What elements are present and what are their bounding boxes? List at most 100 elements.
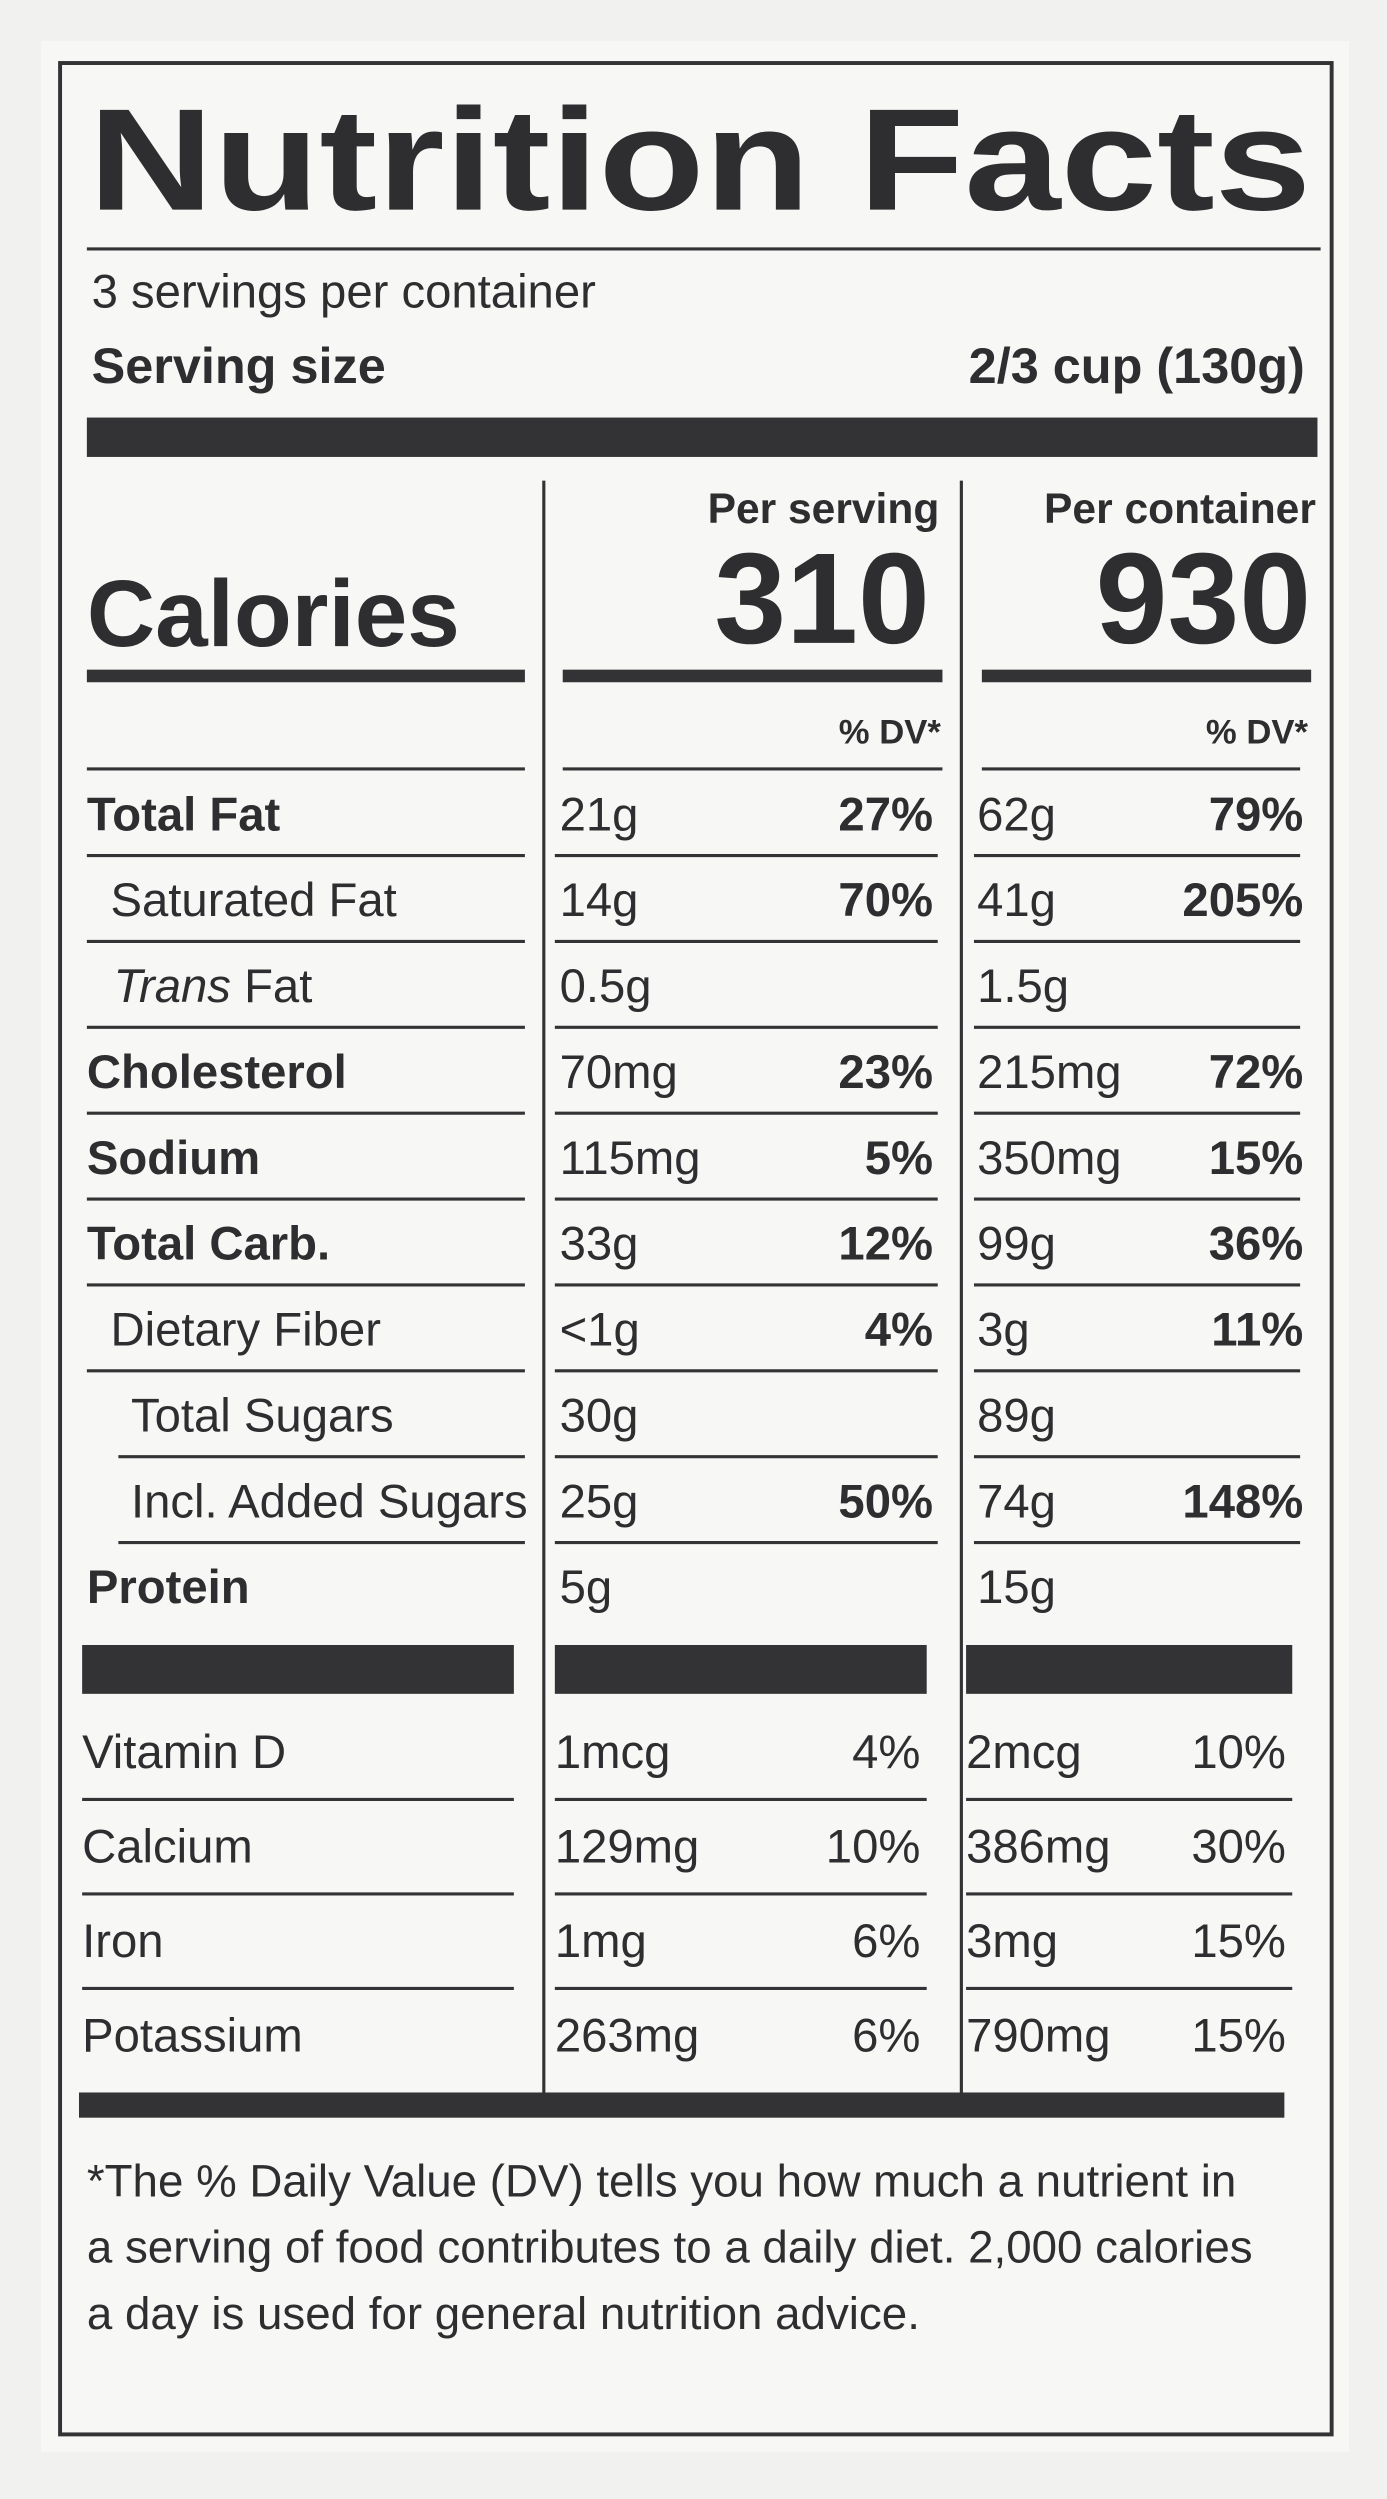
serving-dv: 70%	[838, 874, 933, 927]
serving-dv: 4%	[865, 1304, 933, 1357]
nutrient-name-text: Fat	[244, 960, 312, 1013]
thick-bar	[82, 1644, 514, 1694]
serving-dv: 6%	[852, 1915, 920, 1968]
serving-amount: 14g	[560, 874, 639, 927]
thick-bar	[86, 417, 1318, 457]
serving-size-label: Serving size	[92, 337, 386, 394]
serving-amount: 0.5g	[560, 960, 652, 1013]
serving-amount: 70mg	[560, 1046, 678, 1099]
serving-size-value: 2/3 cup (130g)	[969, 337, 1305, 394]
container-amount: 3mg	[966, 1915, 1058, 1968]
container-amount: 99g	[977, 1218, 1056, 1271]
container-amount: 790mg	[966, 2010, 1110, 2063]
container-amount: 1.5g	[977, 960, 1069, 1013]
nutrient-name: Sodium	[87, 1132, 260, 1185]
nutrient-name-text: Total Sugars	[131, 1389, 394, 1442]
medium-bar	[981, 669, 1312, 683]
nutrient-name: Protein	[87, 1561, 250, 1614]
serving-amount: <1g	[560, 1304, 640, 1357]
per-serving-label: Per serving	[708, 485, 940, 533]
serving-amount: 25g	[560, 1475, 639, 1528]
calories-label: Calories	[87, 561, 460, 667]
container-dv: 148%	[1182, 1475, 1303, 1528]
nutrient-name: Total Carb.	[87, 1218, 330, 1271]
serving-amount: 5g	[560, 1561, 613, 1614]
container-amount: 15g	[977, 1561, 1056, 1614]
container-amount: 215mg	[977, 1046, 1121, 1099]
serving-dv: 23%	[838, 1046, 933, 1099]
serving-dv: 5%	[865, 1132, 933, 1185]
serving-dv: 10%	[826, 1820, 921, 1873]
serving-dv: 4%	[852, 1726, 920, 1779]
serving-amount: 30g	[560, 1389, 639, 1442]
nutrient-name-italic: Trans	[114, 960, 231, 1013]
nutrient-name-text: Total Carb.	[87, 1218, 330, 1271]
thick-bar	[554, 1644, 927, 1694]
container-dv: 30%	[1191, 1820, 1286, 1873]
container-amount: 41g	[977, 874, 1056, 927]
medium-bar	[86, 669, 525, 683]
container-dv: 79%	[1209, 788, 1304, 841]
nutrient-name: Cholesterol	[87, 1046, 347, 1099]
title: Nutrition Facts	[88, 79, 1311, 241]
serving-dv: 6%	[852, 2010, 920, 2063]
serving-dv: 12%	[838, 1218, 933, 1271]
footnote-line: a serving of food contributes to a daily…	[87, 2222, 1253, 2273]
container-amount: 74g	[977, 1475, 1056, 1528]
nutrient-name: Dietary Fiber	[111, 1304, 381, 1357]
vitamin-name: Iron	[82, 1915, 163, 1968]
nutrient-name: Total Fat	[87, 788, 281, 841]
serving-amount: 1mcg	[555, 1726, 671, 1779]
container-dv: 36%	[1209, 1218, 1304, 1271]
serving-amount: 263mg	[555, 2010, 699, 2063]
container-amount: 386mg	[966, 1820, 1110, 1873]
nutrient-name: Trans Fat	[114, 960, 313, 1013]
container-dv: 10%	[1191, 1726, 1286, 1779]
footnote-line: *The % Daily Value (DV) tells you how mu…	[87, 2155, 1236, 2206]
serving-dv: 27%	[838, 788, 933, 841]
container-dv: 15%	[1191, 2010, 1286, 2063]
nutrient-name: Incl. Added Sugars	[131, 1475, 528, 1528]
container-amount: 89g	[977, 1389, 1056, 1442]
footnote-line: a day is used for general nutrition advi…	[87, 2288, 920, 2339]
vitamin-name: Vitamin D	[82, 1726, 286, 1779]
vitamin-name: Potassium	[82, 2010, 303, 2063]
nutrient-name-text: Saturated Fat	[111, 874, 397, 927]
nutrient-name-text: Cholesterol	[87, 1046, 347, 1099]
container-amount: 2mcg	[966, 1726, 1082, 1779]
nutrient-name-text: Protein	[87, 1561, 250, 1614]
medium-bar	[562, 669, 943, 683]
serving-amount: 129mg	[555, 1820, 699, 1873]
nutrient-name: Saturated Fat	[111, 874, 397, 927]
nutrient-name-text: Incl. Added Sugars	[131, 1475, 528, 1528]
container-amount: 62g	[977, 788, 1056, 841]
calories-per-serving: 310	[714, 527, 930, 671]
calories-per-container: 930	[1096, 527, 1312, 671]
container-dv: 72%	[1209, 1046, 1304, 1099]
nutrient-name: Total Sugars	[131, 1389, 394, 1442]
container-dv: 11%	[1211, 1304, 1303, 1357]
container-amount: 3g	[977, 1304, 1030, 1357]
servings: 3 servings per container	[92, 265, 596, 318]
container-dv: 15%	[1209, 1132, 1304, 1185]
serving-amount: 33g	[560, 1218, 639, 1271]
container-dv: 15%	[1191, 1915, 1286, 1968]
nutrient-name-text: Total Fat	[87, 788, 281, 841]
serving-dv: 50%	[838, 1475, 933, 1528]
dv-header: % DV*	[839, 714, 942, 752]
container-dv: 205%	[1182, 874, 1303, 927]
serving-amount: 1mg	[555, 1915, 647, 1968]
thick-bar	[78, 2092, 1285, 2118]
serving-amount: 115mg	[560, 1132, 701, 1185]
serving-amount: 21g	[560, 788, 639, 841]
nutrient-name-text: Dietary Fiber	[111, 1304, 381, 1357]
nutrient-name-text: Sodium	[87, 1132, 260, 1185]
vitamin-name: Calcium	[82, 1820, 253, 1873]
thick-bar	[966, 1644, 1293, 1694]
label-border	[58, 61, 1334, 2437]
per-container-label: Per container	[1044, 485, 1316, 533]
container-amount: 350mg	[977, 1132, 1121, 1185]
dv-header: % DV*	[1206, 714, 1309, 752]
